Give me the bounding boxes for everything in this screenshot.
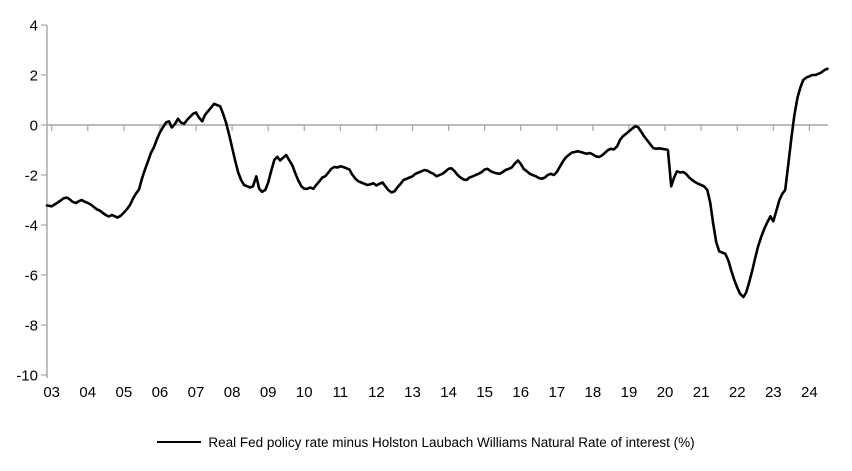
x-tick-label: 18 <box>585 384 602 401</box>
y-tick-label: -8 <box>25 318 38 335</box>
chart-legend: Real Fed policy rate minus Holston Lauba… <box>0 429 852 455</box>
x-tick-label: 12 <box>368 384 385 401</box>
y-tick-label: 0 <box>30 118 38 135</box>
x-tick-label: 24 <box>801 384 818 401</box>
x-tick-label: 11 <box>333 384 349 401</box>
x-tick-label: 23 <box>765 384 782 401</box>
y-tick-label: -2 <box>25 168 38 185</box>
x-tick-label: 10 <box>296 384 313 401</box>
x-tick-label: 22 <box>729 384 746 401</box>
legend-line-swatch <box>157 441 202 443</box>
y-tick-label: 4 <box>30 18 38 35</box>
x-tick-label: 15 <box>476 384 493 401</box>
y-tick-label: -6 <box>25 268 38 285</box>
x-tick-label: 16 <box>512 384 529 401</box>
legend-series-label: Real Fed policy rate minus Holston Lauba… <box>208 434 695 450</box>
data-line <box>45 67 829 299</box>
x-tick-label: 21 <box>693 384 710 401</box>
y-tick-label: -10 <box>16 368 38 385</box>
x-tick-label: 19 <box>621 384 638 401</box>
x-tick-label: 07 <box>188 384 205 401</box>
x-tick-label: 17 <box>548 384 565 401</box>
x-tick-label: 08 <box>224 384 241 401</box>
y-tick-label: -4 <box>25 218 38 235</box>
line-chart: 03 04 05 06 07 08 09 10 11 12 13 14 15 16 17 18 19 20 21 22… <box>16 18 829 401</box>
x-tick-label: 09 <box>260 384 277 401</box>
x-tick-label: 06 <box>152 384 169 401</box>
x-tick-label: 20 <box>657 384 674 401</box>
x-tick-label: 05 <box>116 384 133 401</box>
x-tick-label: 13 <box>404 384 421 401</box>
x-tick-label: 04 <box>79 384 96 401</box>
x-tick-label: 14 <box>440 384 457 401</box>
x-tick-label: 03 <box>43 384 60 401</box>
y-tick-label: 2 <box>30 68 38 85</box>
